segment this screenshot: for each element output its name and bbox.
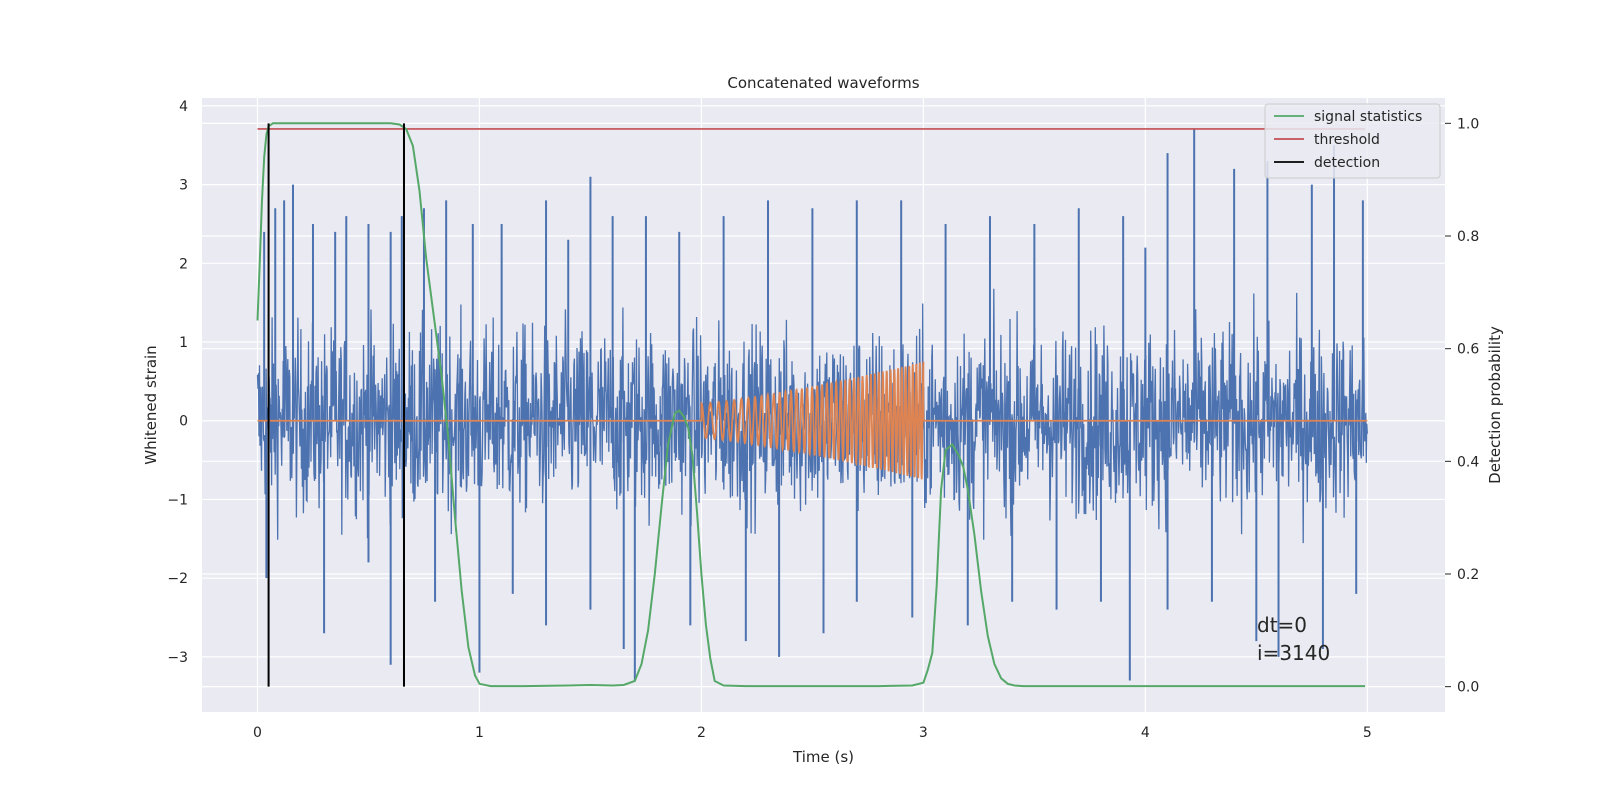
legend: signal statistics threshold detection: [1264, 103, 1441, 179]
legend-label-detection: detection: [1314, 155, 1380, 171]
y-tick-label-left: −1: [167, 492, 188, 508]
signal-statistics-line: [256, 122, 1366, 688]
whitened-strain-line: [256, 288, 1368, 544]
injected-waveform-line: [257, 361, 1368, 480]
legend-box: [1264, 103, 1441, 179]
annotation-dt: dt=0: [1257, 613, 1307, 637]
ticks-layer: 0 1 2 3 4 5 −3 −2 −1 0 1 2 3 4 0.0 0.2 0.4 0.6 0.8 1.0: [167, 99, 1479, 741]
x-tick-label: 4: [1141, 725, 1150, 741]
x-axis-title: Time (s): [792, 748, 854, 766]
x-tick-label: 1: [475, 725, 484, 741]
annotation-index: i=3140: [1257, 641, 1330, 665]
legend-label-signal-statistics: signal statistics: [1314, 109, 1422, 125]
y-tick-label-right: 1.0: [1457, 116, 1479, 132]
y-tick-label-left: 0: [179, 414, 188, 430]
y-tick-label-left: −3: [167, 650, 188, 666]
y-tick-label-left: −2: [167, 571, 188, 587]
y-tick-label-left: 1: [179, 335, 188, 351]
x-tick-label: 3: [919, 725, 928, 741]
y-tick-label-left: 2: [179, 256, 188, 272]
y-tick-label-right: 0.0: [1457, 680, 1479, 696]
x-tick-label: 2: [697, 725, 706, 741]
x-tick-label: 0: [253, 725, 262, 741]
y-tick-label-right: 0.6: [1457, 342, 1479, 358]
y-tick-label-right: 0.2: [1457, 567, 1479, 583]
legend-label-threshold: threshold: [1314, 132, 1380, 148]
y-axis-title-left: Whitened strain: [142, 345, 160, 464]
y-tick-label-right: 0.8: [1457, 229, 1479, 245]
y-tick-label-left: 4: [179, 99, 188, 115]
y-tick-label-right: 0.4: [1457, 454, 1479, 470]
chart-title: Concatenated waveforms: [727, 74, 919, 92]
y-tick-label-left: 3: [179, 178, 188, 194]
x-tick-label: 5: [1363, 725, 1372, 741]
series-layer: [256, 122, 1368, 688]
y-axis-title-right: Detection probability: [1486, 326, 1504, 484]
